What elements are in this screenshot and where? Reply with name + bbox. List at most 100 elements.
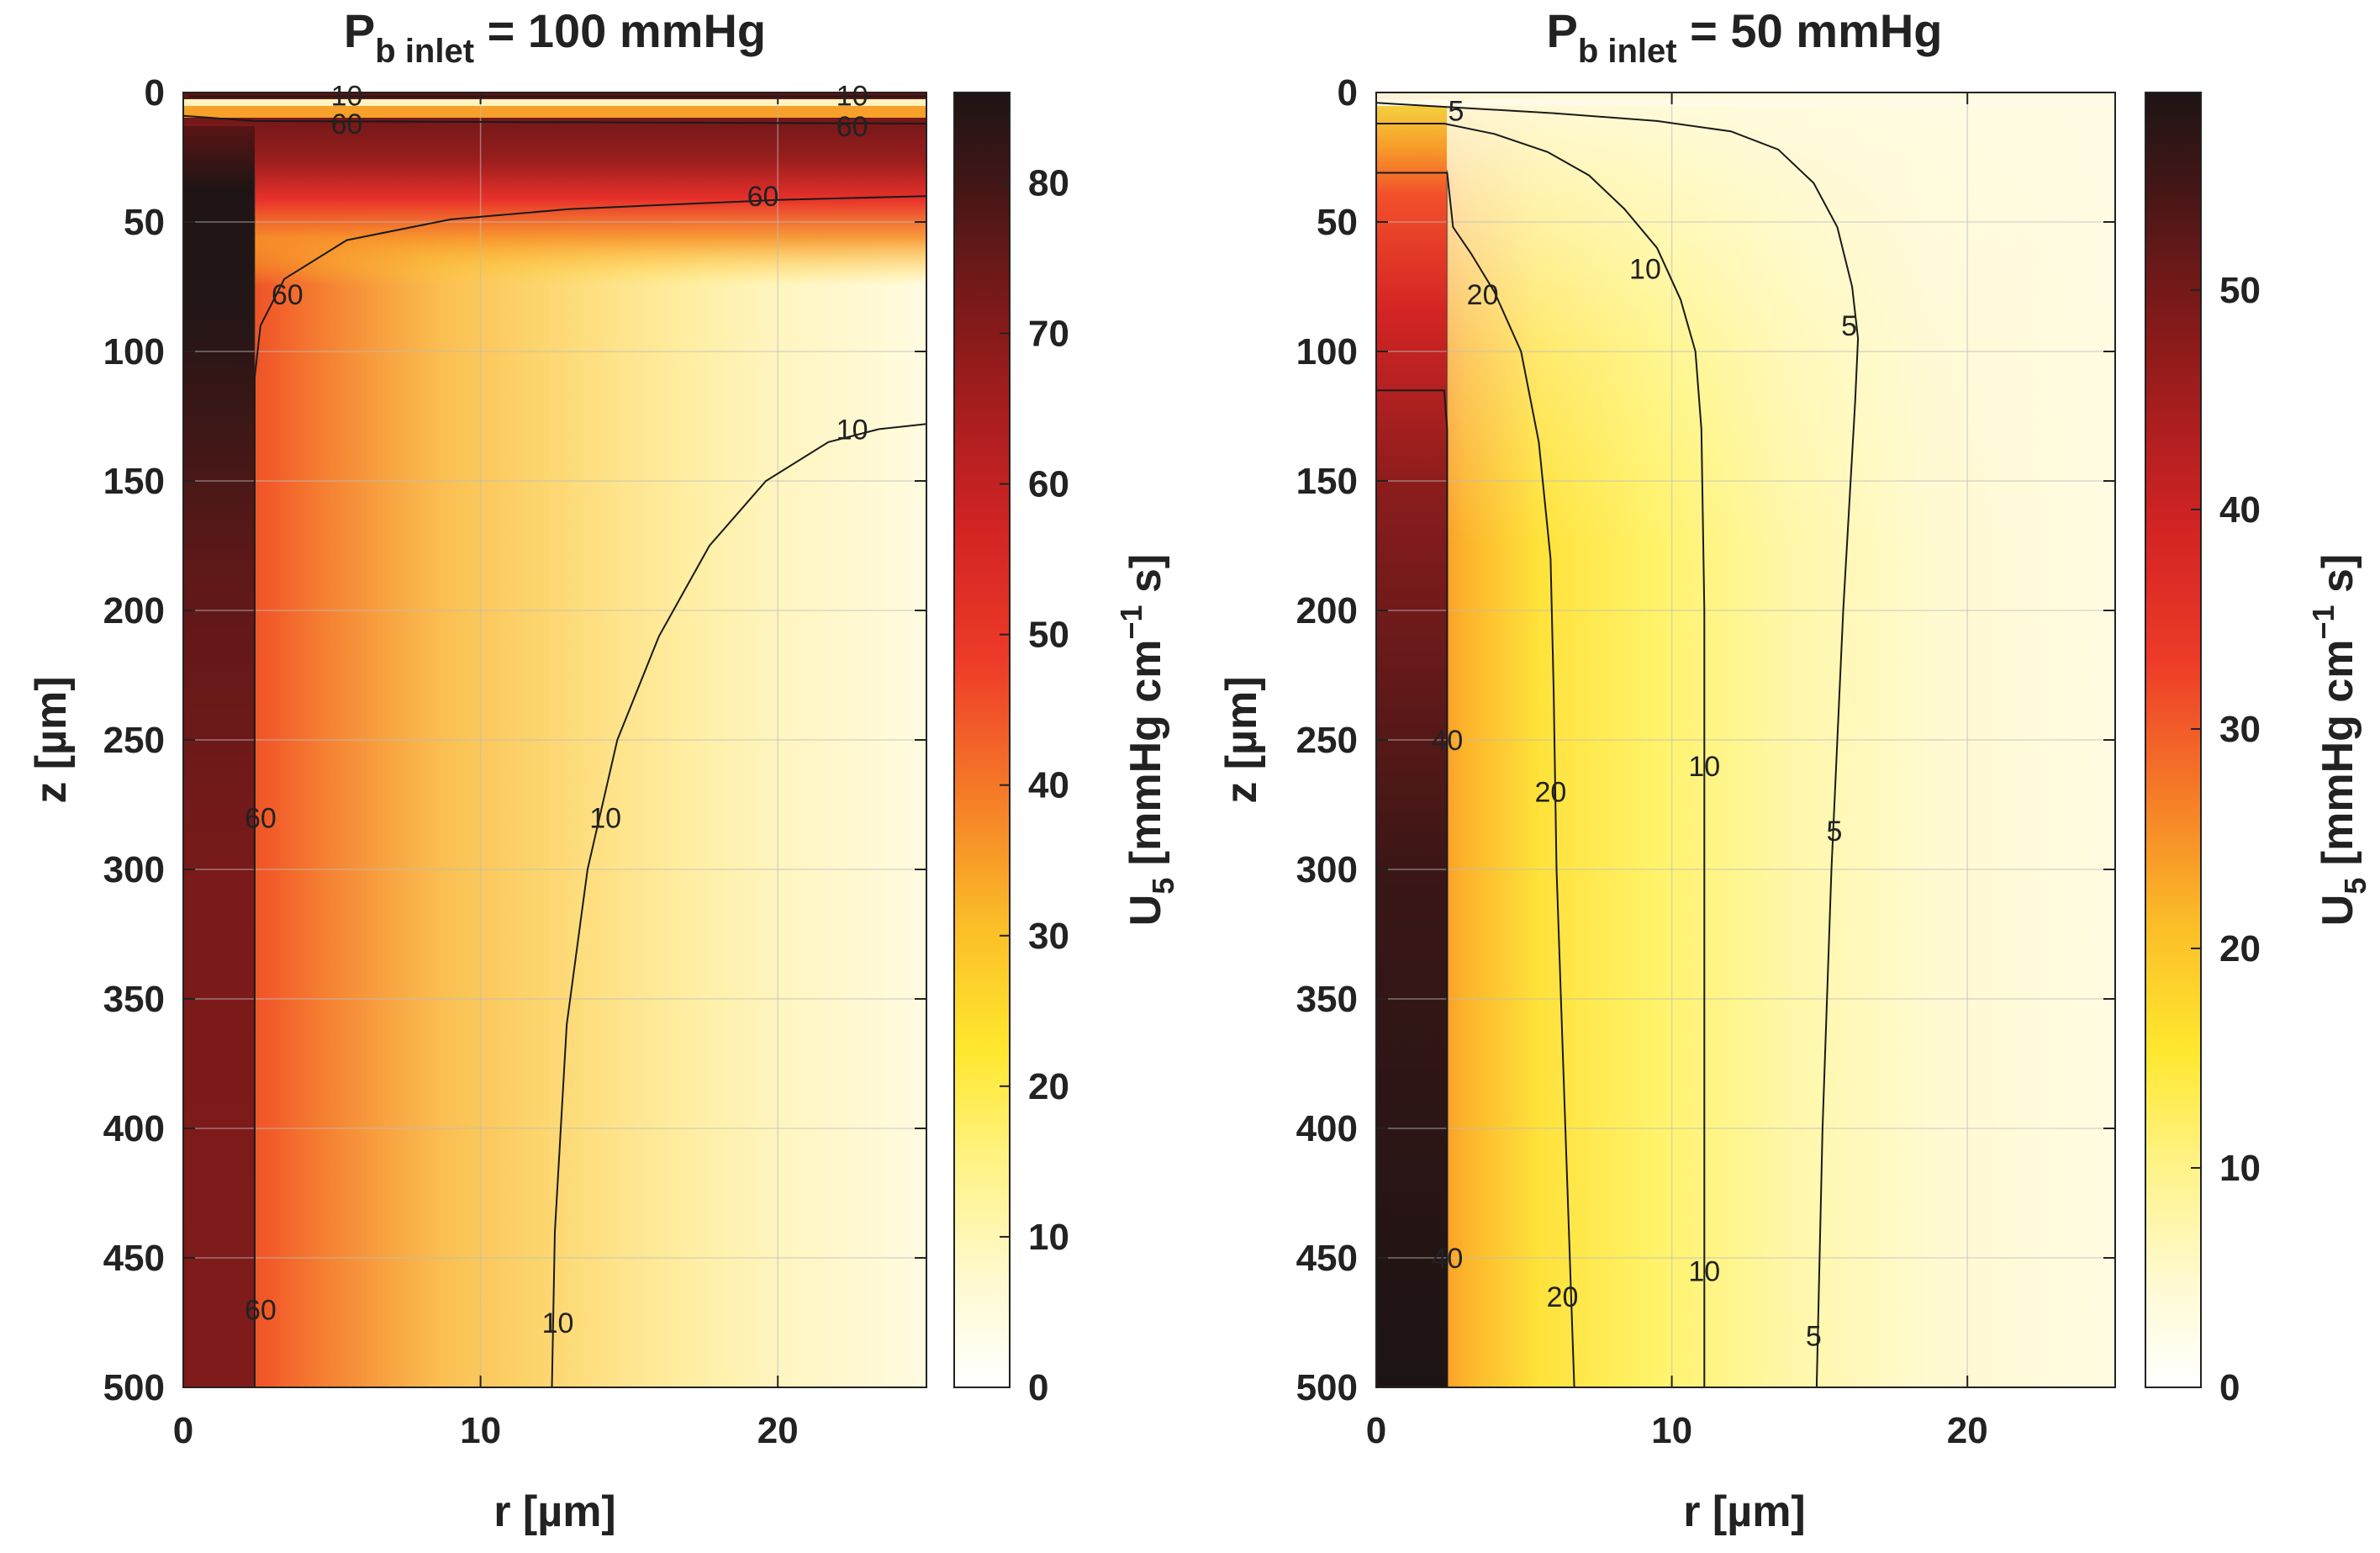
x-axis-label: r [µm] xyxy=(493,1487,616,1536)
colorbar-tick-label: 20 xyxy=(1028,1066,1069,1107)
contour-label: 10 xyxy=(331,81,363,113)
grid xyxy=(1376,92,2115,1387)
contour-label: 10 xyxy=(1688,1255,1720,1287)
contour-label: 5 xyxy=(1841,310,1857,342)
x-tick-label: 0 xyxy=(173,1410,193,1451)
chart-title: Pb inlet = 50 mmHg xyxy=(1546,4,1942,70)
contour-line-60 xyxy=(253,195,927,378)
y-tick-label: 150 xyxy=(103,461,165,502)
contour-label: 40 xyxy=(1431,725,1463,757)
contour-label: 10 xyxy=(542,1307,574,1339)
colorbar xyxy=(2145,92,2202,1388)
x-tick-labels: 0 10 20 xyxy=(1366,92,1988,1451)
contour-line-20 xyxy=(1376,172,1575,1388)
contour-label: 60 xyxy=(747,181,779,213)
contour-label: 10 xyxy=(836,414,868,446)
y-tick-label: 250 xyxy=(1296,720,1358,761)
contour-line-10 xyxy=(551,423,927,1388)
colorbar-tick-label: 30 xyxy=(1028,916,1069,957)
y-tick-label: 150 xyxy=(1296,461,1358,502)
contour-label: 20 xyxy=(1535,777,1567,809)
contour-label: 10 xyxy=(836,81,868,113)
x-tick-label: 20 xyxy=(757,1410,799,1451)
y-tick-label: 0 xyxy=(145,72,165,114)
colorbar-tick-label: 0 xyxy=(1028,1367,1048,1408)
y-tick-label: 200 xyxy=(1296,590,1358,631)
chart-title: Pb inlet = 100 mmHg xyxy=(344,4,766,70)
x-tick-label: 20 xyxy=(1947,1410,1988,1451)
y-tick-label: 100 xyxy=(103,331,165,372)
x-axis-label: r [µm] xyxy=(1683,1487,1806,1536)
heatmap-top-band xyxy=(183,92,926,286)
colorbar-tick-label: 20 xyxy=(2219,928,2261,969)
y-tick-label: 350 xyxy=(103,979,165,1020)
colorbar-label: U5 [mmHg cm−1 s] xyxy=(1114,554,1180,926)
y-tick-labels: 0 50 100 150 200 250 300 350 400 450 500 xyxy=(1296,72,2115,1408)
x-tick-label: 10 xyxy=(1651,1410,1692,1451)
contour-label: 60 xyxy=(245,1295,277,1327)
contour-label: 5 xyxy=(1448,96,1464,128)
grid xyxy=(183,92,926,1387)
colorbar-tick-label: 70 xyxy=(1028,314,1069,355)
colorbar-tick-label: 0 xyxy=(2219,1367,2240,1408)
colorbar-tick-label: 10 xyxy=(1028,1217,1069,1258)
contour-label: 10 xyxy=(1629,253,1661,285)
y-tick-label: 400 xyxy=(1296,1108,1358,1149)
vessel-column xyxy=(1376,106,1447,1387)
y-tick-label: 50 xyxy=(1317,202,1358,243)
contour-label: 10 xyxy=(589,802,621,834)
y-tick-label: 450 xyxy=(1296,1238,1358,1279)
contour-label: 20 xyxy=(1467,279,1499,311)
colorbar-tick-labels: 0 10 20 30 40 50 60 70 80 xyxy=(1000,162,1069,1408)
y-tick-label: 50 xyxy=(124,202,165,243)
y-tick-label: 250 xyxy=(103,720,165,761)
x-tick-labels: 0 10 20 xyxy=(173,92,799,1451)
contour-label: 60 xyxy=(331,108,363,140)
x-tick-label: 0 xyxy=(1366,1410,1386,1451)
y-tick-label: 450 xyxy=(103,1238,165,1279)
contour-label: 10 xyxy=(1688,751,1720,783)
contour-lines: 5 5 5 5 10 10 10 20 20 20 40 40 xyxy=(1375,96,1860,1388)
contour-label: 60 xyxy=(836,111,868,143)
contour-label: 60 xyxy=(272,279,303,311)
y-tick-label: 300 xyxy=(103,849,165,890)
vessel-column xyxy=(183,126,255,1387)
y-tick-label: 400 xyxy=(103,1108,165,1149)
y-axis-label: z [µm] xyxy=(1217,676,1266,803)
colorbar-tick-label: 50 xyxy=(2219,270,2261,311)
colorbar-tick-label: 10 xyxy=(2219,1148,2261,1189)
contour-line-10 xyxy=(1376,123,1706,1387)
y-axis-label: z [µm] xyxy=(27,676,76,803)
contour-line-5 xyxy=(1375,102,1860,1388)
heatmap-top-strip xyxy=(1376,99,2115,106)
colorbar-tick-label: 30 xyxy=(2219,709,2261,750)
colorbar-tick-labels: 0 10 20 30 40 50 xyxy=(2191,270,2261,1408)
colorbar-tick-label: 40 xyxy=(2219,489,2261,531)
colorbar-tick-label: 40 xyxy=(1028,765,1069,806)
y-tick-label: 500 xyxy=(1296,1367,1358,1408)
contour-label: 40 xyxy=(1431,1243,1463,1275)
y-tick-label: 300 xyxy=(1296,849,1358,890)
contour-label: 60 xyxy=(245,802,277,834)
y-tick-label: 350 xyxy=(1296,979,1358,1020)
colorbar-label: U5 [mmHg cm−1 s] xyxy=(2306,554,2372,926)
colorbar xyxy=(953,92,1011,1388)
contour-label: 20 xyxy=(1547,1281,1579,1313)
colorbar-tick-label: 60 xyxy=(1028,464,1069,505)
y-tick-label: 500 xyxy=(103,1367,165,1408)
contour-line-40 xyxy=(1376,389,1449,1387)
heatmap-top-strip-pale xyxy=(183,99,926,106)
y-tick-label: 200 xyxy=(103,590,165,631)
contour-line-60 xyxy=(182,114,927,124)
y-tick-label: 0 xyxy=(1338,72,1358,114)
colorbar-tick-label: 80 xyxy=(1028,162,1069,203)
y-tick-labels: 0 50 100 150 200 250 300 350 400 450 500 xyxy=(103,72,926,1408)
contour-label: 5 xyxy=(1806,1320,1822,1352)
contour-label: 5 xyxy=(1827,816,1843,848)
colorbar-tick-label: 50 xyxy=(1028,615,1069,656)
